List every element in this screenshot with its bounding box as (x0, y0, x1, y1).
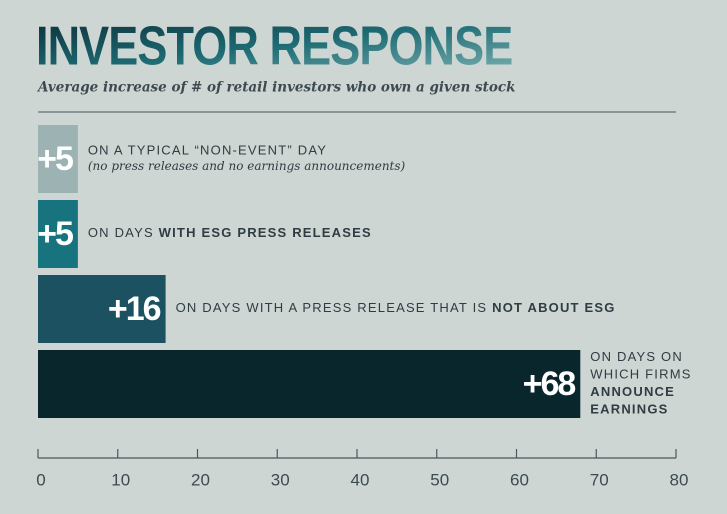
category-label: WHICH FIRMS (590, 367, 691, 382)
x-tick-label: 10 (111, 470, 130, 489)
category-label: ON DAYS WITH A PRESS RELEASE THAT IS NOT… (176, 300, 616, 315)
x-tick-label: 0 (36, 470, 45, 489)
bar (38, 350, 581, 418)
bar (38, 125, 78, 193)
category-label: ON A TYPICAL “NON-EVENT” DAY (88, 143, 327, 158)
x-tick-label: 50 (430, 470, 449, 489)
category-text: ON DAYS WITH A PRESS RELEASE THAT IS (176, 300, 493, 315)
value-label: +16 (108, 290, 161, 328)
category-label: ANNOUNCE (590, 384, 675, 399)
x-tick-label: 80 (670, 470, 689, 489)
category-label: ON DAYS ON (590, 349, 683, 364)
category-text: ANNOUNCE (590, 384, 675, 399)
category-text: ON DAYS (88, 225, 159, 240)
category-text: WHICH FIRMS (590, 367, 691, 382)
value-label: +68 (523, 365, 576, 403)
chart-title: INVESTOR RESPONSE (36, 15, 512, 76)
value-label: +5 (37, 215, 73, 253)
x-tick-label: 70 (590, 470, 609, 489)
subtitle: Average increase of # of retail investor… (36, 80, 515, 96)
category-text: WITH ESG PRESS RELEASES (159, 225, 372, 240)
category-label: ON DAYS WITH ESG PRESS RELEASES (88, 225, 372, 240)
x-tick-label: 30 (271, 470, 290, 489)
category-text: NOT ABOUT ESG (492, 300, 615, 315)
category-text: ON A TYPICAL “NON-EVENT” DAY (88, 143, 327, 158)
x-tick-label: 20 (191, 470, 210, 489)
x-tick-label: 60 (510, 470, 529, 489)
value-label: +5 (37, 140, 73, 178)
category-text: EARNINGS (590, 402, 668, 417)
x-tick-label: 40 (351, 470, 370, 489)
category-text: ON DAYS ON (590, 349, 683, 364)
category-label: EARNINGS (590, 402, 668, 417)
category-note: (no press releases and no earnings annou… (88, 159, 406, 173)
bar (38, 275, 166, 343)
bar (38, 200, 78, 268)
